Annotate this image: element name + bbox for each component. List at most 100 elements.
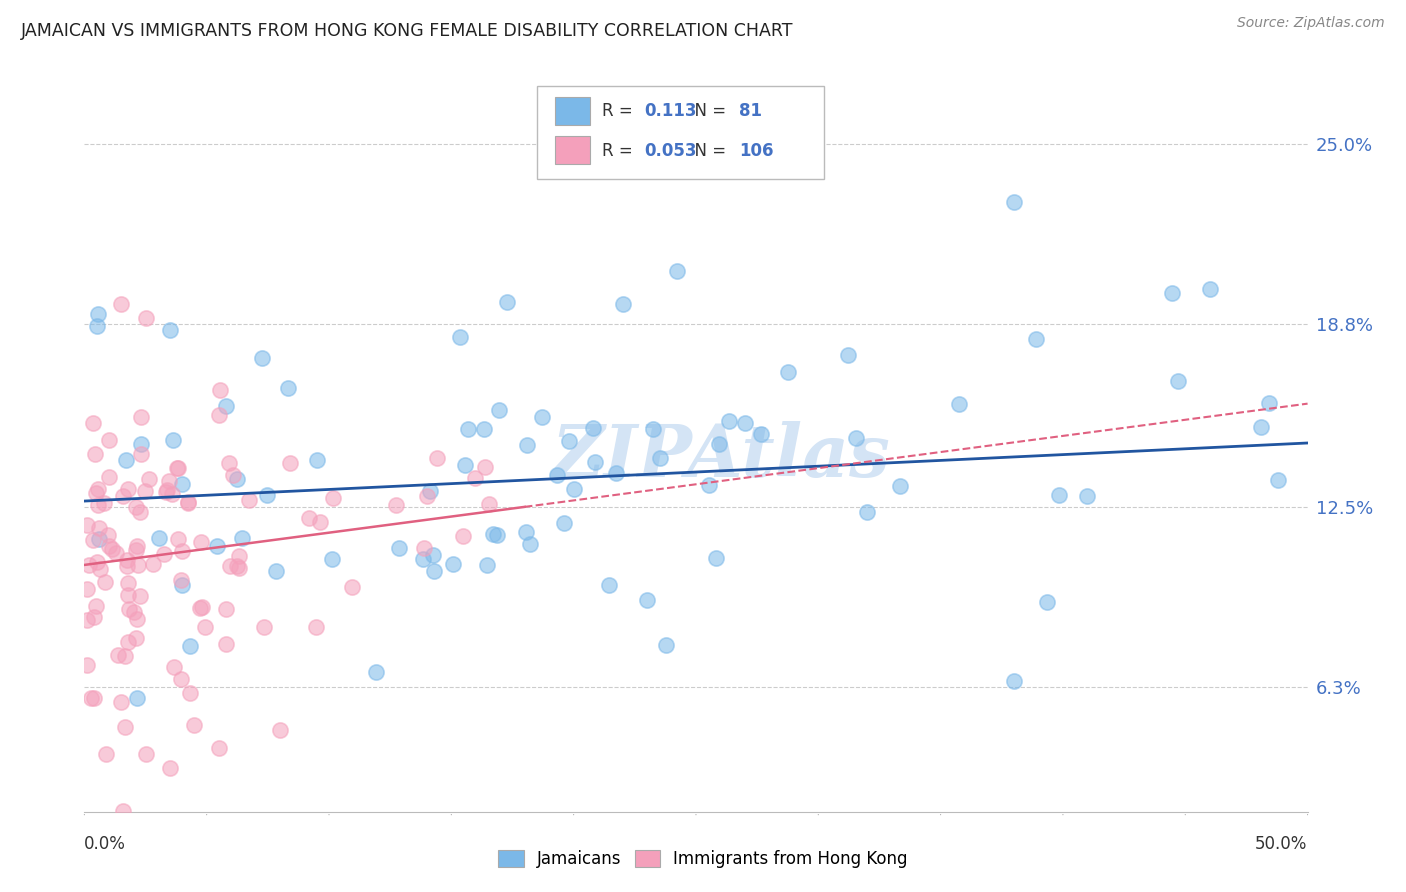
Point [1250, 420, 1272, 434]
Point [83, 610, 105, 624]
Point [1047, 488, 1070, 502]
Point [156, 483, 179, 498]
Point [228, 561, 250, 575]
Text: 0.0%: 0.0% [84, 835, 127, 853]
Text: JAMAICAN VS IMMIGRANTS FROM HONG KONG FEMALE DISABILITY CORRELATION CHART: JAMAICAN VS IMMIGRANTS FROM HONG KONG FE… [21, 22, 793, 40]
Point [166, 461, 188, 475]
Point [278, 456, 301, 470]
Point [80, 690, 103, 705]
Point [135, 311, 157, 326]
Point [1025, 332, 1047, 346]
Legend: Jamaicans, Immigrants from Hong Kong: Jamaicans, Immigrants from Hong Kong [492, 843, 914, 875]
Text: 81: 81 [738, 102, 762, 120]
Point [419, 484, 441, 499]
Point [515, 524, 537, 539]
Point [648, 450, 671, 465]
Point [697, 478, 720, 492]
Point [1002, 674, 1025, 689]
Point [889, 478, 911, 492]
Point [557, 434, 579, 448]
Point [305, 620, 328, 634]
Point [298, 510, 321, 524]
Point [153, 547, 176, 561]
Point [485, 528, 508, 542]
Point [115, 552, 138, 566]
Point [277, 381, 299, 395]
Point [449, 330, 471, 344]
Point [159, 761, 181, 775]
Point [252, 351, 274, 365]
Point [516, 438, 538, 452]
Point [215, 637, 238, 651]
Point [115, 453, 138, 467]
Point [1036, 595, 1059, 609]
Point [309, 515, 332, 529]
FancyBboxPatch shape [537, 87, 824, 178]
Text: N =: N = [683, 102, 731, 120]
Point [457, 422, 479, 436]
Point [142, 558, 165, 572]
Point [426, 451, 449, 466]
Point [157, 474, 180, 488]
Point [125, 542, 148, 557]
Point [191, 599, 214, 614]
Point [159, 323, 181, 337]
Point [188, 601, 211, 615]
Point [415, 489, 437, 503]
Point [84, 599, 107, 614]
Y-axis label: Female Disability: Female Disability [0, 370, 8, 513]
Point [495, 294, 517, 309]
Point [474, 460, 496, 475]
Point [208, 740, 231, 755]
Point [179, 639, 201, 653]
Point [118, 602, 141, 616]
Text: N =: N = [683, 142, 731, 160]
Point [531, 409, 554, 424]
Point [388, 541, 411, 555]
Point [112, 804, 135, 818]
Point [166, 461, 188, 475]
Point [82, 417, 104, 431]
Point [340, 580, 363, 594]
Point [478, 497, 501, 511]
Point [1167, 374, 1189, 388]
Point [441, 557, 464, 571]
Point [477, 558, 499, 572]
Point [322, 491, 344, 505]
Point [86, 555, 108, 569]
Point [582, 421, 605, 435]
Point [253, 620, 276, 634]
Point [481, 527, 503, 541]
Point [1258, 395, 1281, 409]
Point [546, 468, 568, 483]
Point [110, 296, 132, 310]
Point [215, 602, 238, 616]
Point [87, 521, 110, 535]
Point [107, 648, 129, 662]
Point [704, 551, 727, 566]
Point [148, 531, 170, 545]
Point [488, 403, 510, 417]
Point [654, 638, 676, 652]
Point [605, 466, 627, 480]
Point [749, 427, 772, 442]
Point [190, 535, 212, 549]
Point [612, 296, 634, 310]
Point [718, 414, 741, 428]
Point [776, 365, 799, 379]
Point [264, 564, 287, 578]
Point [423, 564, 446, 578]
Point [129, 437, 152, 451]
Point [97, 527, 120, 541]
Point [598, 578, 620, 592]
Point [76, 658, 98, 673]
Point [1160, 285, 1182, 300]
Point [76, 613, 98, 627]
Point [163, 660, 186, 674]
Point [215, 399, 238, 413]
Text: ZIPAtlas: ZIPAtlas [551, 421, 890, 491]
Point [101, 542, 124, 557]
Point [553, 516, 575, 530]
Point [114, 648, 136, 663]
Point [117, 576, 139, 591]
